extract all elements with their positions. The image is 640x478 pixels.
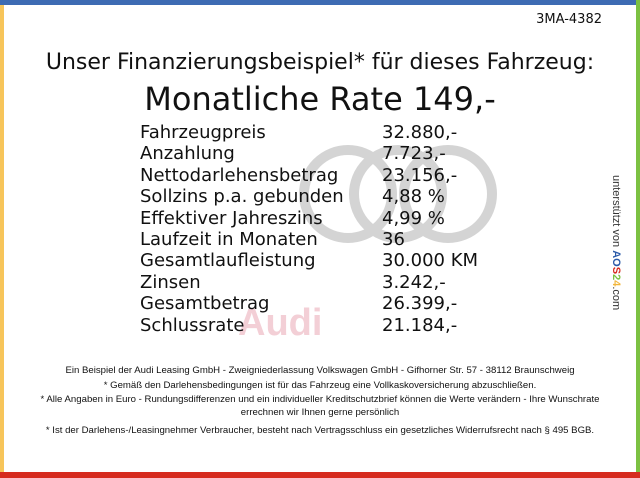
row-value: 3.242,- <box>382 271 446 293</box>
row-label: Anzahlung <box>140 143 235 165</box>
border-left <box>0 5 4 472</box>
row-value: 36 <box>382 228 405 250</box>
table-row: Gesamtbetrag 26.399,- <box>140 293 500 314</box>
border-bottom <box>0 472 640 478</box>
table-row: Effektiver Jahreszins 4,99 % <box>140 208 500 229</box>
border-top <box>0 0 640 5</box>
legal-footer: Ein Beispiel der Audi Leasing GmbH - Zwe… <box>20 365 620 440</box>
aos24-logo: AOS24 <box>610 250 622 287</box>
table-row: Gesamtlaufleistung 30.000 KM <box>140 250 500 271</box>
supported-by-aos24: unterstützt von AOS24.com <box>610 175 622 310</box>
row-label: Schlussrate <box>140 314 245 336</box>
vehicle-code: 3MA-4382 <box>536 12 602 27</box>
row-value: 4,88 % <box>382 186 445 208</box>
domain-suffix: .com <box>610 286 622 311</box>
row-value: 23.156,- <box>382 164 458 186</box>
footer-withdrawal: * Ist der Darlehens-/Leasingnehmer Verbr… <box>45 425 595 436</box>
row-label: Gesamtlaufleistung <box>140 250 316 272</box>
row-value: 32.880,- <box>382 122 458 143</box>
monthly-rate: Monatliche Rate 149,- <box>144 80 496 118</box>
table-row: Schlussrate 21.184,- <box>140 315 500 336</box>
audi-watermark: Audi <box>238 302 323 344</box>
table-row: Anzahlung 7.723,- <box>140 143 500 164</box>
table-row: Laufzeit in Monaten 36 <box>140 229 500 250</box>
finance-table: Fahrzeugpreis 32.880,- Anzahlung 7.723,- N… <box>140 122 500 336</box>
row-label: Gesamtbetrag <box>140 293 270 315</box>
footer-euro-note: * Alle Angaben in Euro - Rundungsdiffere… <box>40 394 600 418</box>
row-label: Laufzeit in Monaten <box>140 228 318 250</box>
table-row: Nettodarlehensbetrag 23.156,- <box>140 165 500 186</box>
table-row: Zinsen 3.242,- <box>140 272 500 293</box>
row-value: 7.723,- <box>382 143 446 165</box>
row-value: 4,99 % <box>382 207 445 229</box>
row-label: Effektiver Jahreszins <box>140 207 323 229</box>
row-value: 26.399,- <box>382 293 458 315</box>
row-label: Zinsen <box>140 271 201 293</box>
headline: Unser Finanzierungsbeispiel* für dieses … <box>45 50 595 75</box>
footer-insurance: * Gemäß den Darlehensbedingungen ist für… <box>103 379 537 391</box>
row-label: Fahrzeugpreis <box>140 122 266 143</box>
row-label: Nettodarlehensbetrag <box>140 164 339 186</box>
row-value: 21.184,- <box>382 314 458 336</box>
table-row: Fahrzeugpreis 32.880,- <box>140 122 500 143</box>
supported-by-text: unterstützt von <box>610 175 622 248</box>
footer-lender: Ein Beispiel der Audi Leasing GmbH - Zwe… <box>65 365 575 376</box>
table-row: Sollzins p.a. gebunden 4,88 % <box>140 186 500 207</box>
row-value: 30.000 KM <box>382 250 479 272</box>
row-label: Sollzins p.a. gebunden <box>140 186 344 208</box>
border-right <box>636 0 640 472</box>
audi-rings-logo <box>299 145 497 243</box>
